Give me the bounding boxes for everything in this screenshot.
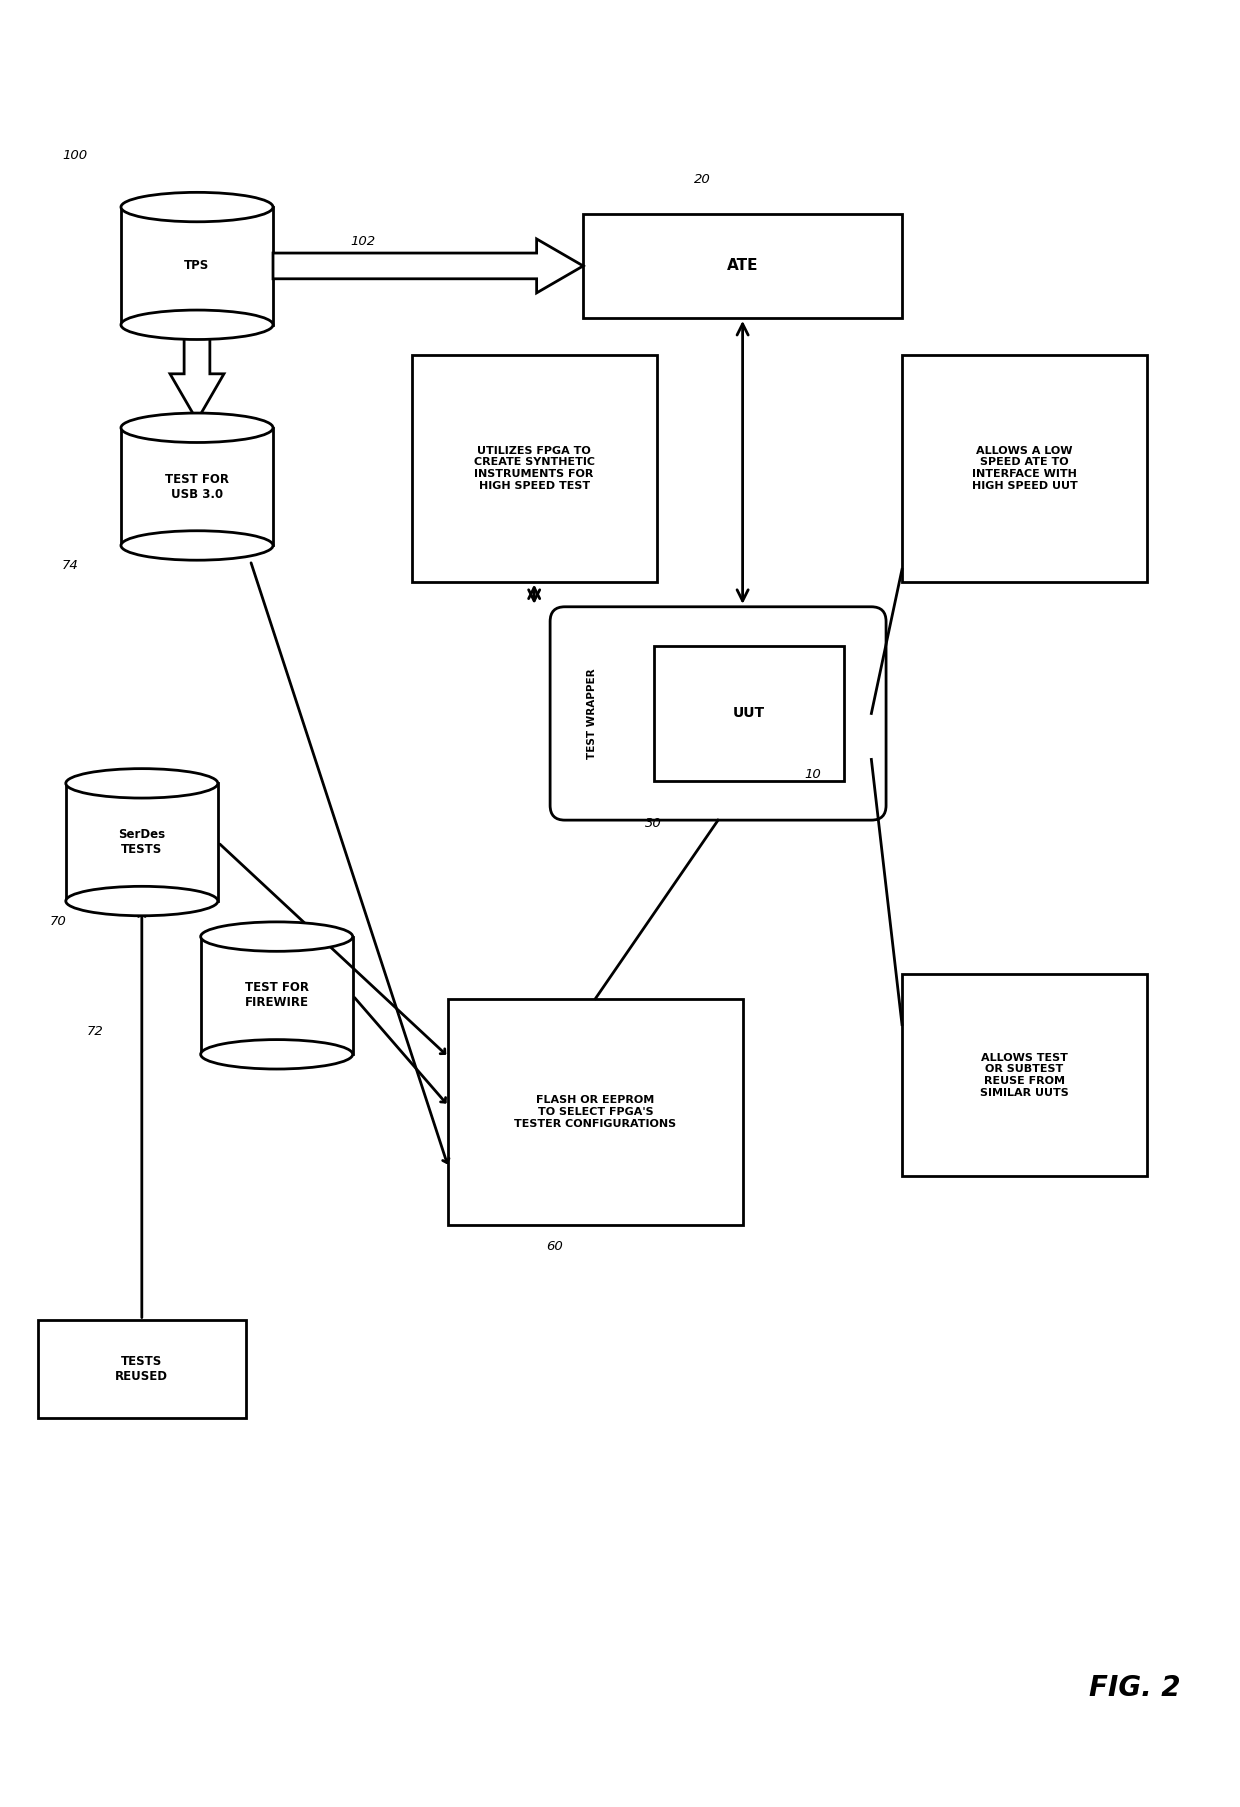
Text: ALLOWS TEST
OR SUBTEST
REUSE FROM
SIMILAR UUTS: ALLOWS TEST OR SUBTEST REUSE FROM SIMILA… xyxy=(981,1053,1069,1097)
Bar xyxy=(901,974,1147,1176)
Bar xyxy=(122,428,273,546)
Text: ALLOWS A LOW
SPEED ATE TO
INTERFACE WITH
HIGH SPEED UUT: ALLOWS A LOW SPEED ATE TO INTERFACE WITH… xyxy=(972,446,1078,492)
Bar xyxy=(412,354,657,582)
Bar xyxy=(122,208,273,325)
Bar xyxy=(901,354,1147,582)
Ellipse shape xyxy=(201,1039,352,1070)
Bar xyxy=(201,936,352,1053)
Text: 10: 10 xyxy=(804,768,821,781)
Text: 102: 102 xyxy=(350,235,376,248)
FancyBboxPatch shape xyxy=(551,607,887,820)
Ellipse shape xyxy=(122,192,273,222)
Text: 60: 60 xyxy=(547,1240,563,1252)
Text: 100: 100 xyxy=(62,148,87,161)
Text: UTILIZES FPGA TO
CREATE SYNTHETIC
INSTRUMENTS FOR
HIGH SPEED TEST: UTILIZES FPGA TO CREATE SYNTHETIC INSTRU… xyxy=(474,446,595,492)
Text: 30: 30 xyxy=(645,817,661,829)
Text: TEST FOR
USB 3.0: TEST FOR USB 3.0 xyxy=(165,473,229,501)
Text: TEST FOR
FIREWIRE: TEST FOR FIREWIRE xyxy=(244,981,309,1010)
Text: FLASH OR EEPROM
TO SELECT FPGA'S
TESTER CONFIGURATIONS: FLASH OR EEPROM TO SELECT FPGA'S TESTER … xyxy=(515,1095,677,1129)
Bar xyxy=(37,1321,246,1418)
Text: TESTS
REUSED: TESTS REUSED xyxy=(115,1355,169,1384)
Text: SerDes
TESTS: SerDes TESTS xyxy=(118,828,165,857)
Bar xyxy=(449,999,743,1225)
Text: ATE: ATE xyxy=(727,258,759,273)
Bar xyxy=(583,213,901,318)
Bar xyxy=(653,647,843,781)
Bar xyxy=(901,354,1147,582)
Bar xyxy=(66,784,218,902)
Text: TPS: TPS xyxy=(185,260,210,273)
Polygon shape xyxy=(273,239,583,293)
Ellipse shape xyxy=(122,531,273,560)
Ellipse shape xyxy=(201,922,352,950)
Text: 70: 70 xyxy=(50,914,67,929)
Bar xyxy=(449,999,743,1225)
Bar xyxy=(583,213,901,318)
Text: 74: 74 xyxy=(62,560,79,573)
Text: 20: 20 xyxy=(693,173,711,186)
Text: FIG. 2: FIG. 2 xyxy=(1089,1675,1180,1702)
Bar xyxy=(412,354,657,582)
Text: TEST WRAPPER: TEST WRAPPER xyxy=(587,669,596,759)
Text: 72: 72 xyxy=(87,1025,103,1039)
Text: UUT: UUT xyxy=(733,707,765,721)
Bar xyxy=(901,974,1147,1176)
Ellipse shape xyxy=(66,887,218,916)
Bar xyxy=(37,1321,246,1418)
Ellipse shape xyxy=(122,414,273,443)
Ellipse shape xyxy=(122,311,273,340)
Polygon shape xyxy=(170,332,224,421)
Ellipse shape xyxy=(66,768,218,799)
